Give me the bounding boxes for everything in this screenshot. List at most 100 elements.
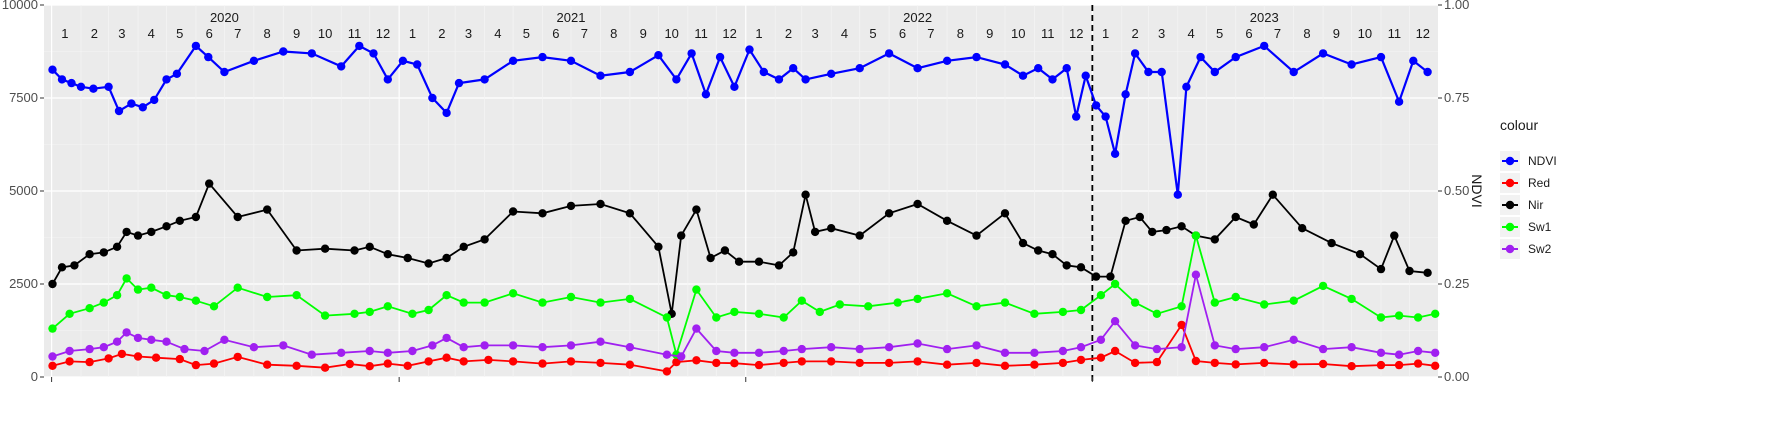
series-ndvi	[48, 41, 1432, 199]
data-point-sw1	[147, 283, 156, 292]
data-point-sw2	[1096, 335, 1106, 344]
data-point-ndvi	[1048, 75, 1057, 84]
month-label: 1	[409, 26, 416, 41]
month-label: 10	[1011, 26, 1025, 41]
month-label: 5	[869, 26, 876, 41]
month-label: 1	[755, 26, 762, 41]
data-point-red	[508, 357, 518, 366]
data-point-sw2	[884, 343, 894, 352]
legend-title: colour	[1500, 117, 1538, 133]
data-point-sw1	[424, 305, 433, 315]
data-point-red	[345, 359, 354, 369]
data-point-ndvi	[1157, 67, 1166, 77]
data-point-ndvi	[687, 49, 696, 58]
data-point-ndvi	[1409, 56, 1418, 65]
month-label: 9	[293, 26, 300, 41]
data-point-sw1	[99, 298, 109, 307]
data-point-ndvi	[114, 106, 124, 116]
data-point-nir	[1327, 238, 1336, 248]
month-label: 3	[811, 26, 818, 41]
month-label: 2	[91, 26, 98, 41]
data-point-nir	[162, 222, 171, 231]
data-point-nir	[1018, 238, 1028, 248]
data-point-ndvi	[672, 75, 681, 84]
data-point-ndvi	[454, 78, 464, 88]
series-line-sw1	[51, 235, 1436, 359]
data-point-ndvi	[150, 95, 159, 105]
data-point-ndvi	[1091, 101, 1101, 110]
data-point-sw1	[1130, 298, 1140, 307]
data-point-sw2	[1110, 317, 1120, 326]
data-point-sw2	[712, 346, 721, 356]
data-point-nir	[942, 216, 952, 225]
data-point-sw1	[730, 307, 739, 317]
data-point-nir	[1376, 264, 1386, 274]
data-point-red	[442, 353, 451, 362]
data-point-nir	[1355, 250, 1365, 259]
data-point-sw1	[1210, 298, 1220, 307]
month-label: 8	[610, 26, 617, 41]
data-point-red	[1096, 353, 1106, 362]
data-point-red	[1210, 358, 1220, 368]
data-point-nir	[233, 212, 242, 222]
series-sw1	[48, 231, 1440, 359]
data-point-red	[1318, 359, 1328, 369]
data-point-sw2	[1191, 270, 1201, 279]
month-label: 9	[986, 26, 993, 41]
data-point-nir	[365, 242, 374, 251]
data-point-red	[1347, 362, 1356, 371]
month-label: 4	[841, 26, 848, 41]
data-point-sw2	[1030, 348, 1039, 357]
data-point-sw2	[365, 346, 374, 356]
data-point-sw2	[112, 337, 122, 346]
data-point-sw2	[85, 344, 94, 354]
legend-key-point	[1505, 222, 1515, 232]
left-tick-label: 7500	[9, 90, 38, 105]
data-point-sw2	[1210, 341, 1220, 350]
data-point-ndvi	[67, 78, 76, 88]
data-point-sw2	[428, 341, 437, 350]
data-point-sw1	[538, 298, 547, 307]
month-label: 10	[1358, 26, 1372, 41]
data-point-nir	[625, 209, 635, 218]
data-point-nir	[1423, 268, 1432, 277]
data-point-red	[754, 360, 764, 370]
data-point-sw2	[48, 352, 57, 361]
data-point-nir	[1177, 222, 1186, 231]
data-point-ndvi	[759, 67, 768, 77]
data-point-red	[884, 358, 894, 368]
legend-label: Nir	[1528, 198, 1543, 212]
data-point-red	[484, 355, 493, 365]
data-point-sw1	[233, 283, 242, 292]
data-point-ndvi	[1018, 71, 1028, 80]
data-point-red	[942, 360, 952, 369]
year-label: 2023	[1250, 10, 1279, 25]
data-point-nir	[801, 190, 810, 199]
data-point-ndvi	[1210, 67, 1220, 77]
data-point-red	[151, 353, 161, 362]
data-point-nir	[1000, 209, 1010, 218]
data-point-ndvi	[1034, 63, 1043, 73]
data-point-sw1	[1096, 291, 1106, 300]
legend-item-ndvi: NDVI	[1500, 151, 1557, 171]
data-point-ndvi	[355, 41, 364, 51]
left-tick-label: 0	[31, 369, 38, 384]
data-point-sw2	[1177, 343, 1186, 352]
data-point-sw1	[209, 302, 219, 311]
data-point-ndvi	[249, 56, 259, 65]
data-point-ndvi	[1130, 49, 1140, 58]
data-point-sw2	[1130, 341, 1140, 350]
data-point-ndvi	[913, 63, 922, 73]
data-point-ndvi	[1081, 71, 1090, 80]
data-point-ndvi	[715, 52, 725, 62]
data-point-sw2	[1413, 346, 1423, 356]
data-point-sw1	[48, 324, 57, 333]
data-point-red	[1376, 360, 1386, 370]
data-point-nir	[508, 207, 518, 216]
month-label: 8	[957, 26, 964, 41]
data-point-ndvi	[307, 49, 316, 58]
data-point-sw1	[320, 311, 330, 320]
data-point-ndvi	[855, 63, 864, 73]
data-point-nir	[459, 242, 468, 251]
legend-key-point	[1505, 200, 1515, 210]
